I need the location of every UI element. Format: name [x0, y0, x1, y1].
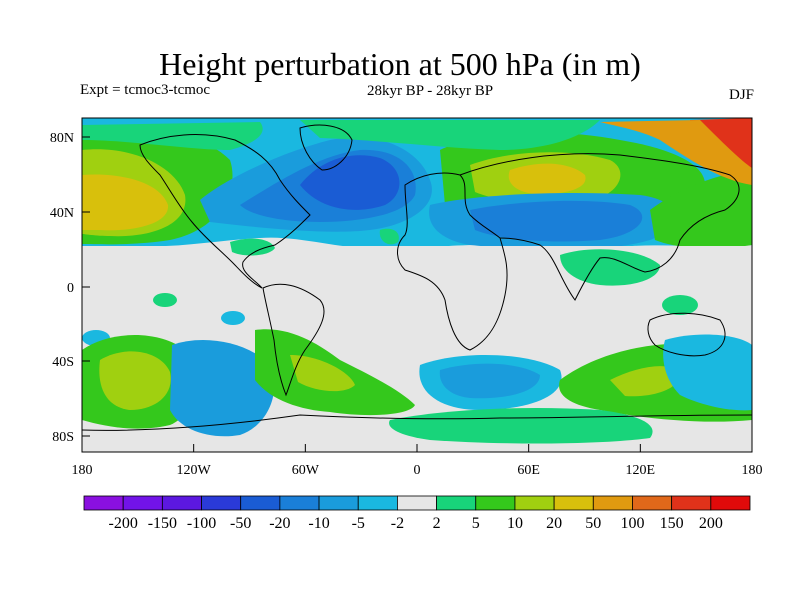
colorbar-swatch: [710, 495, 751, 511]
colorbar-swatch: [671, 495, 712, 511]
contour-neg20-atlantic: [300, 155, 400, 210]
contour-pos5-atlantic-small: [379, 228, 399, 245]
coastline-antarctica: [82, 414, 752, 431]
period-label: 28kyr BP - 28kyr BP: [366, 83, 494, 99]
contour-pos5-arctic: [300, 120, 600, 150]
lat-tick-label: 40S: [52, 355, 74, 370]
colorbar-swatch: [592, 495, 633, 511]
coastline-africa-europe: [397, 172, 508, 351]
coastline-australia: [647, 312, 726, 357]
contour-neg10-eurasia: [470, 200, 643, 242]
contour-neutral-tropics: [82, 246, 752, 320]
contour-pos50-eurasia: [508, 163, 586, 195]
colorbar-swatch: [279, 495, 320, 511]
colorbar-swatch: [83, 495, 124, 511]
chart-title: Height perturbation at 500 hPa (in m): [159, 46, 641, 82]
colorbar-swatch: [240, 495, 281, 511]
colorbar-label: -50: [230, 515, 251, 532]
lon-tick-label: 120E: [626, 463, 656, 478]
coastline-south-america: [262, 283, 325, 397]
season-label: DJF: [728, 87, 754, 103]
contour-neg5-southpac: [170, 340, 275, 437]
colorbar-label: -5: [352, 515, 365, 532]
colorbar-swatch: [632, 495, 673, 511]
colorbar-label: 20: [546, 515, 562, 532]
contour-pos5-indochina: [560, 249, 660, 286]
colorbar-swatch: [397, 495, 437, 511]
lon-tick-label: 180: [72, 463, 93, 478]
latitude-axis: 80N 40N 0 40S 80S: [50, 131, 90, 445]
contour-pos20-southpac: [99, 351, 171, 410]
experiment-label: Expt = tcmoc3-tcmoc: [80, 82, 211, 98]
colorbar-swatch: [357, 495, 398, 511]
longitude-axis: 180 120W 60W 0 60E 120E 180: [72, 444, 763, 478]
colorbar-swatch: [122, 495, 163, 511]
colorbar-swatch: [201, 495, 242, 511]
colorbar-label: 10: [507, 515, 523, 532]
coastline-greenland: [299, 124, 353, 171]
colorbar-label: -20: [269, 515, 290, 532]
colorbar: -200 -150 -100 -50 -20 -10 -5 -2 2 5 10 20 50 100 150 2…: [83, 495, 751, 532]
colorbar-swatch: [161, 495, 202, 511]
coastline-layer: [82, 124, 752, 431]
colorbar-label: 100: [620, 515, 644, 532]
colorbar-swatch: [318, 495, 359, 511]
colorbar-label: -200: [109, 515, 138, 532]
lon-tick-label: 180: [742, 463, 763, 478]
colorbar-label: 2: [433, 515, 441, 532]
colorbar-swatch: [475, 495, 516, 511]
contour-neg2-australia: [663, 334, 752, 411]
contour-neg2-pacific-small: [221, 311, 245, 325]
coastline-north-america: [139, 134, 311, 289]
colorbar-label: 50: [585, 515, 601, 532]
colorbar-label: 150: [660, 515, 684, 532]
contour-neg5-southind: [439, 363, 540, 399]
colorbar-label: -10: [308, 515, 329, 532]
colorbar-label: -100: [187, 515, 216, 532]
colorbar-swatch: [436, 495, 477, 511]
colorbar-label: 5: [472, 515, 480, 532]
colorbar-swatch: [514, 495, 555, 511]
contour-pos5-indonesia: [662, 295, 698, 315]
contour-pos5-caribbean: [230, 238, 275, 256]
colorbar-label: -2: [391, 515, 404, 532]
contour-pos10-eastasia: [650, 170, 752, 249]
lat-tick-label: 40N: [50, 206, 74, 221]
contour-pos20-southind: [610, 366, 681, 397]
lat-tick-label: 80S: [52, 430, 74, 445]
lon-tick-label: 0: [414, 463, 421, 478]
contour-pos5-pacific-small: [153, 293, 177, 307]
contour-fill-layer: [82, 118, 752, 444]
colorbar-swatch: [553, 495, 594, 511]
lon-tick-label: 60W: [292, 463, 320, 478]
colorbar-label: 200: [699, 515, 723, 532]
contour-pos20-southatl: [290, 355, 355, 392]
lon-tick-label: 60E: [517, 463, 540, 478]
lat-tick-label: 80N: [50, 131, 74, 146]
coastline-asia: [459, 153, 740, 301]
colorbar-label: -150: [148, 515, 177, 532]
lat-tick-label: 0: [67, 281, 74, 296]
contour-pos100-arctic-east: [600, 120, 752, 185]
contour-pos50-pacific: [82, 174, 169, 231]
lon-tick-label: 120W: [177, 463, 212, 478]
